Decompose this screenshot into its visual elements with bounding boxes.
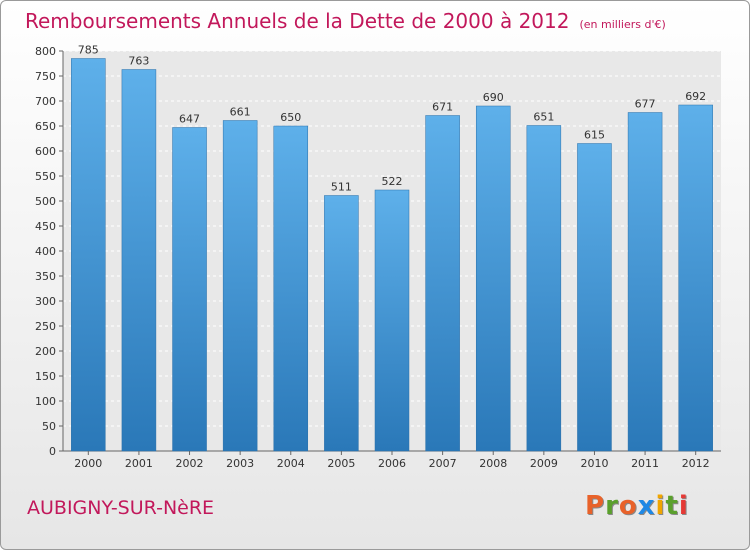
y-tick-label: 800 [35, 45, 56, 58]
bar-value-label: 615 [584, 129, 605, 142]
proxiti-logo: Proxiti [585, 491, 689, 521]
y-tick-label: 100 [35, 395, 56, 408]
x-tick-label: 2001 [125, 457, 153, 470]
bar-value-label: 650 [280, 111, 301, 124]
x-tick-label: 2006 [378, 457, 406, 470]
bar-value-label: 661 [230, 106, 251, 119]
x-tick-label: 2011 [631, 457, 659, 470]
x-tick-label: 2008 [479, 457, 507, 470]
x-tick-label: 2007 [429, 457, 457, 470]
bar [526, 125, 562, 452]
bar [273, 125, 309, 452]
logo-letter: r [605, 491, 619, 521]
y-tick-label: 50 [42, 420, 56, 433]
y-tick-label: 250 [35, 320, 56, 333]
bar-value-label: 692 [685, 90, 706, 103]
y-tick-label: 550 [35, 170, 56, 183]
bar [71, 58, 106, 452]
y-tick-label: 500 [35, 195, 56, 208]
bar-value-label: 522 [382, 175, 403, 188]
logo-letter: t [665, 491, 679, 521]
logo-letter: o [618, 491, 638, 521]
chart-unit: (en milliers d'€) [579, 18, 666, 31]
bar [577, 143, 612, 452]
bar-value-label: 677 [635, 98, 656, 111]
y-tick-label: 350 [35, 270, 56, 283]
x-tick-label: 2005 [327, 457, 355, 470]
x-tick-label: 2012 [682, 457, 710, 470]
bar [222, 120, 258, 452]
bar [172, 127, 207, 452]
y-tick-label: 0 [49, 445, 56, 458]
bar-value-label: 690 [483, 91, 504, 104]
bar [121, 69, 157, 452]
x-tick-label: 2010 [580, 457, 608, 470]
bar-value-label: 785 [78, 44, 99, 57]
y-tick-label: 600 [35, 145, 56, 158]
bar-value-label: 651 [533, 111, 554, 124]
chart-title: Remboursements Annuels de la Dette de 20… [25, 9, 666, 33]
x-tick-label: 2003 [226, 457, 254, 470]
x-tick-label: 2000 [74, 457, 102, 470]
y-tick-label: 700 [35, 95, 56, 108]
chart-title-text: Remboursements Annuels de la Dette de 20… [25, 9, 570, 33]
y-tick-label: 150 [35, 370, 56, 383]
y-tick-label: 400 [35, 245, 56, 258]
bar [425, 115, 460, 452]
x-tick-label: 2004 [277, 457, 305, 470]
y-tick-label: 650 [35, 120, 56, 133]
bar [678, 104, 713, 452]
logo-letter: x [637, 491, 656, 521]
y-tick-label: 450 [35, 220, 56, 233]
bar [475, 105, 511, 452]
commune-name: AUBIGNY-SUR-NèRE [27, 497, 215, 519]
logo-letter: P [585, 491, 606, 521]
bar-value-label: 671 [432, 101, 453, 114]
bar [627, 112, 663, 452]
y-tick-label: 750 [35, 70, 56, 83]
bar-value-label: 511 [331, 181, 352, 194]
bar-value-label: 647 [179, 113, 200, 126]
x-tick-label: 2002 [176, 457, 204, 470]
bar [324, 195, 359, 452]
bar-value-label: 763 [128, 55, 149, 68]
bar [374, 189, 410, 452]
y-tick-label: 200 [35, 345, 56, 358]
logo-letter: i [678, 491, 689, 521]
logo-letter: i [655, 491, 666, 521]
x-tick-label: 2009 [530, 457, 558, 470]
y-tick-label: 300 [35, 295, 56, 308]
